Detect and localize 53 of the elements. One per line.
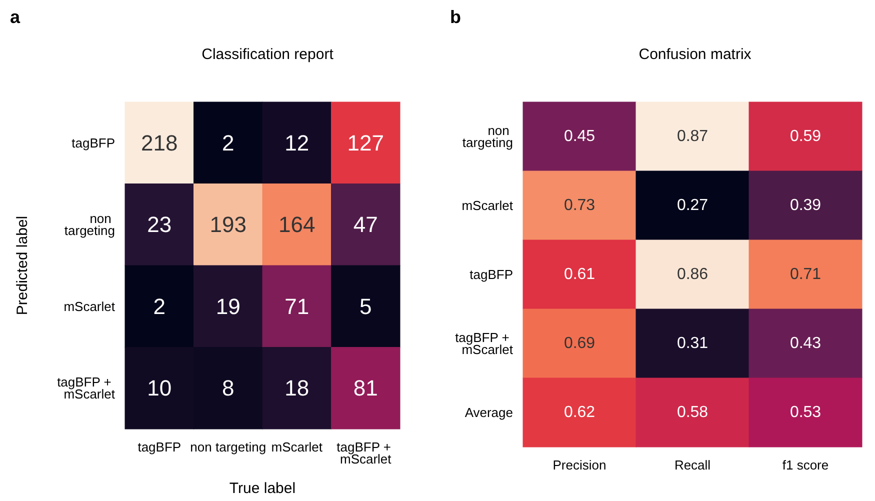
data-label: 0.71 (790, 266, 822, 283)
data-label: 10 (147, 376, 172, 401)
x-tick-label: Precision (552, 458, 606, 472)
x-tick-label: tagBFP (138, 440, 182, 454)
y-tick-label: tagBFP + mScarlet (455, 330, 514, 357)
data-label: 12 (284, 130, 310, 156)
data-label: 0.31 (676, 335, 708, 352)
data-label: 193 (210, 212, 246, 238)
data-label: 18 (284, 376, 310, 401)
data-label: 0.87 (676, 128, 708, 145)
y-tick-label: tagBFP (72, 135, 115, 150)
x-tick-label: Recall (674, 458, 711, 472)
data-label: 0.73 (564, 197, 596, 214)
y-tick-label: tagBFP + mScarlet (57, 374, 116, 402)
data-label: 0.61 (564, 266, 596, 283)
x-tick-label: f1 score (782, 458, 829, 472)
data-label: 0.53 (790, 404, 822, 421)
text: a (10, 7, 21, 27)
y-axis-title: Predicted label (14, 216, 31, 316)
data-label: 0.39 (790, 197, 822, 214)
data-label: 23 (147, 212, 172, 238)
data-label: 0.62 (564, 404, 596, 421)
x-tick-label: tagBFP + mScarlet (336, 440, 395, 466)
data-label: 164 (278, 212, 316, 238)
data-label: 2 (153, 294, 166, 319)
y-tick-label: non targeting (462, 123, 513, 150)
x-axis-title: True label (229, 480, 296, 497)
data-label: 81 (353, 376, 378, 401)
data-label: 218 (141, 130, 178, 156)
y-tick-label: mScarlet (64, 298, 116, 314)
x-tick-label: mScarlet (271, 440, 323, 454)
data-label: 2 (222, 130, 234, 156)
chart-title: Classification report (202, 46, 334, 63)
data-label: 47 (353, 212, 378, 238)
data-label: 5 (360, 294, 372, 319)
data-label: 0.86 (676, 266, 708, 283)
chart-title: Confusion matrix (638, 46, 752, 63)
x-tick-label: non targeting (190, 440, 266, 454)
y-tick-label: non targeting (64, 211, 115, 238)
data-label: 0.43 (790, 335, 822, 352)
data-label: 0.45 (564, 128, 596, 145)
y-tick-label: Average (464, 405, 513, 420)
data-label: 19 (216, 294, 240, 319)
data-label: 0.69 (564, 335, 596, 352)
text: b (450, 7, 461, 27)
y-tick-label: mScarlet (462, 198, 514, 213)
data-label: 71 (284, 294, 310, 319)
data-label: 0.27 (676, 197, 708, 214)
data-label: 127 (347, 130, 384, 156)
data-label: 0.58 (676, 404, 708, 421)
y-tick-label: tagBFP (470, 267, 513, 282)
data-label: 0.59 (790, 128, 822, 145)
data-label: 8 (222, 376, 234, 401)
